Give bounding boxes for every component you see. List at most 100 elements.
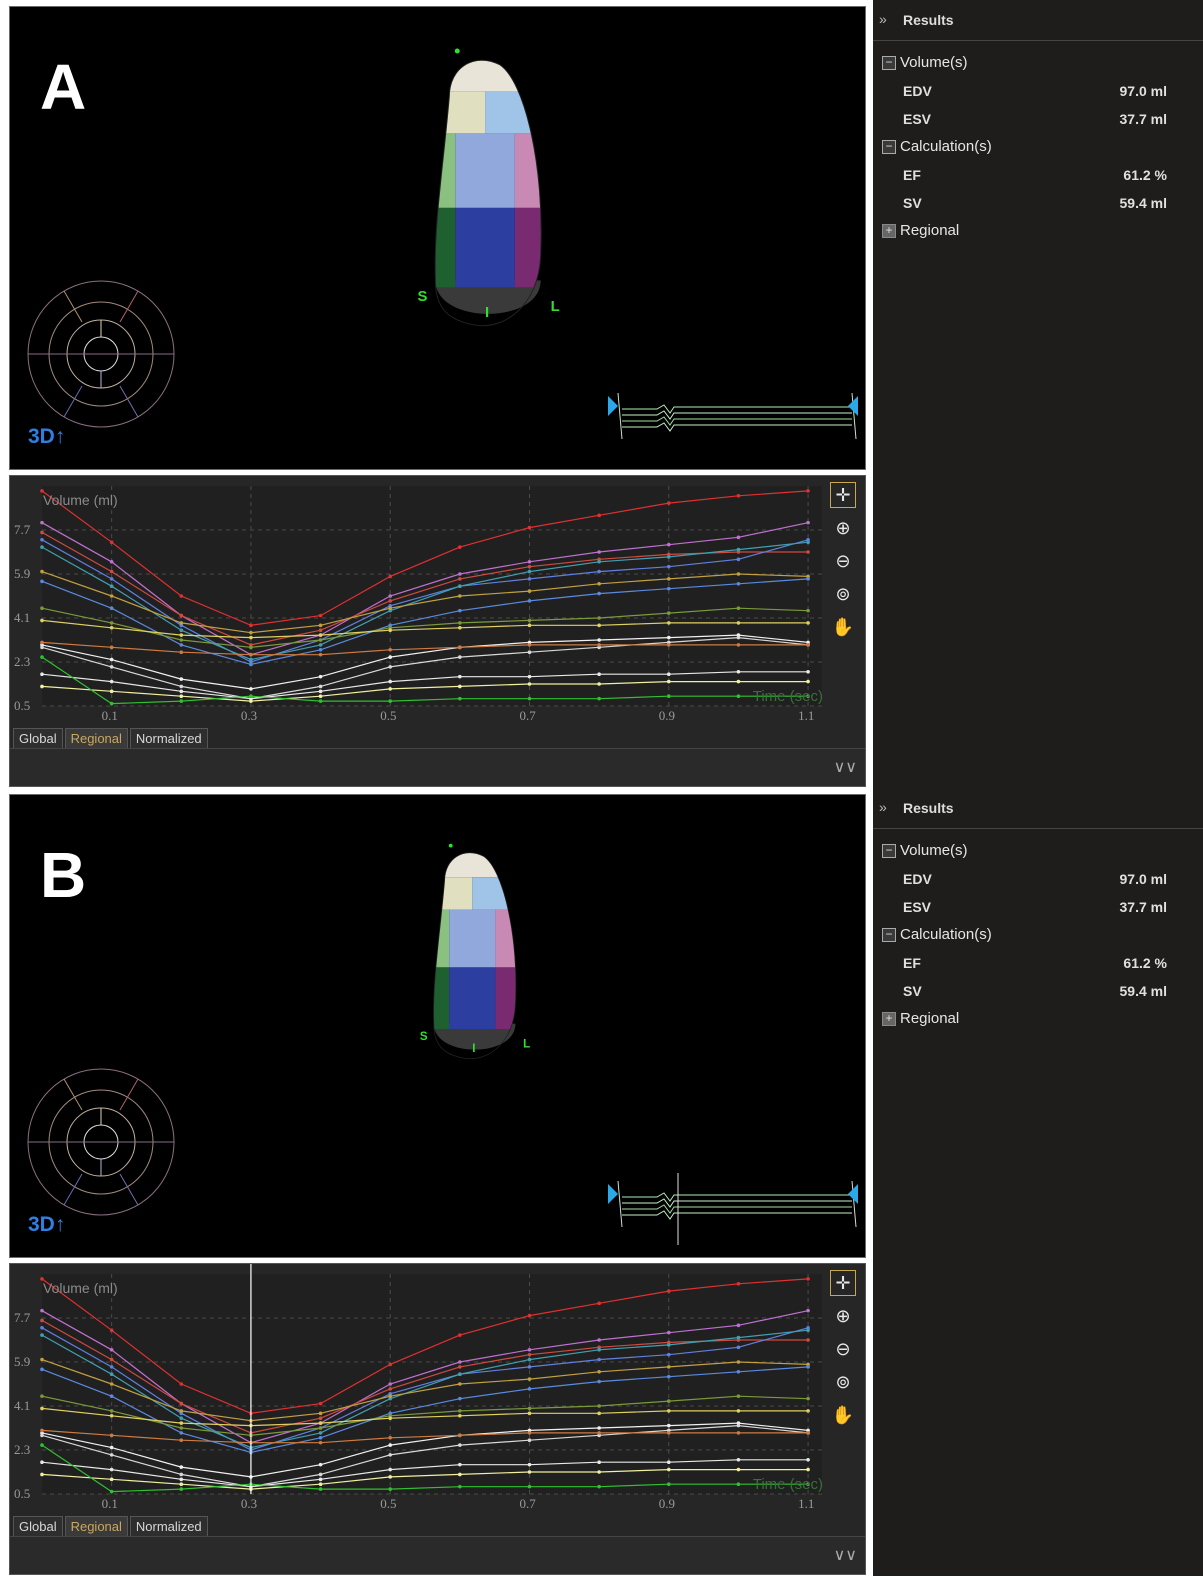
- expand-plus-icon[interactable]: +: [882, 1012, 896, 1026]
- bullseye-plot[interactable]: [26, 1067, 186, 1217]
- tab-normalized[interactable]: Normalized: [129, 728, 208, 749]
- x-tick-label: 0.3: [240, 708, 258, 723]
- 3d-orientation-label[interactable]: 3D↑: [28, 425, 66, 448]
- collapse-minus-icon[interactable]: −: [882, 844, 896, 858]
- volume-series-line[interactable]: [41, 656, 809, 705]
- results-header[interactable]: » Results: [873, 0, 1203, 41]
- volume-data-point: [318, 652, 323, 657]
- tab-global[interactable]: Global: [13, 728, 63, 749]
- volume-series-line[interactable]: [41, 1469, 809, 1490]
- calculations-section[interactable]: − Calculation(s): [873, 921, 1203, 949]
- zoom-reset-icon[interactable]: ⊚: [835, 583, 851, 605]
- volume-series-line[interactable]: [41, 1278, 809, 1414]
- left-ventricle-model[interactable]: S I L: [410, 841, 550, 1066]
- volume-series-line[interactable]: [41, 1329, 809, 1449]
- collapse-minus-icon[interactable]: −: [882, 56, 896, 70]
- volume-series-line[interactable]: [41, 1310, 809, 1444]
- volume-series-line[interactable]: [41, 531, 809, 646]
- pan-hand-icon[interactable]: ✋: [831, 1404, 855, 1426]
- ecg-end-marker[interactable]: [848, 396, 858, 416]
- volume-data-point: [388, 1467, 393, 1472]
- collapse-minus-icon[interactable]: −: [882, 928, 896, 942]
- volume-data-point: [40, 618, 44, 623]
- collapse-chevron-icon[interactable]: »: [879, 799, 887, 815]
- volume-series-line[interactable]: [41, 522, 809, 656]
- volume-series-line[interactable]: [41, 490, 809, 626]
- volumes-section[interactable]: − Volume(s): [873, 49, 1203, 77]
- volume-data-point: [597, 569, 601, 574]
- zoom-in-icon[interactable]: ⊕: [835, 1305, 851, 1327]
- zoom-out-icon[interactable]: ⊖: [835, 1338, 851, 1360]
- volume-series-line[interactable]: [41, 641, 809, 656]
- volume-series-line[interactable]: [41, 1422, 809, 1478]
- expand-chevron-icon[interactable]: ∨∨: [833, 757, 857, 776]
- expand-plus-icon[interactable]: +: [882, 224, 896, 238]
- left-ventricle-model[interactable]: S I L: [405, 45, 585, 335]
- volume-series-line[interactable]: [41, 1319, 809, 1434]
- volume-series-line[interactable]: [41, 1444, 809, 1493]
- ecg-end-marker[interactable]: [848, 1184, 858, 1204]
- volume-series-line[interactable]: [41, 1359, 809, 1422]
- crosshair-icon[interactable]: ✛: [830, 1270, 856, 1296]
- volume-data-point: [666, 586, 671, 591]
- pan-hand-icon[interactable]: ✋: [831, 616, 855, 638]
- volume-data-point: [597, 1347, 601, 1352]
- volume-series-line[interactable]: [41, 1429, 809, 1444]
- ecg-trace[interactable]: [602, 1167, 864, 1247]
- volume-series-line[interactable]: [41, 571, 809, 634]
- volume-series-line[interactable]: [41, 578, 809, 666]
- zoom-in-icon[interactable]: ⊕: [835, 517, 851, 539]
- result-row-sv: SV 59.4 ml: [873, 189, 1203, 217]
- volume-series-line[interactable]: [41, 541, 809, 661]
- volume-data-point: [597, 623, 601, 628]
- volume-data-point: [806, 1338, 810, 1342]
- ecg-start-marker[interactable]: [608, 1184, 618, 1204]
- volume-series-line[interactable]: [41, 636, 809, 700]
- volume-data-point: [249, 630, 253, 635]
- results-header[interactable]: » Results: [873, 788, 1203, 829]
- volume-time-chart[interactable]: [10, 476, 865, 748]
- crosshair-icon[interactable]: ✛: [830, 482, 856, 508]
- 3d-viewer[interactable]: A: [9, 6, 866, 470]
- volume-series-line[interactable]: [41, 671, 809, 700]
- 3d-viewer[interactable]: B: [9, 794, 866, 1258]
- volume-data-point: [388, 1453, 393, 1457]
- volume-data-point: [249, 635, 253, 640]
- tab-regional[interactable]: Regional: [64, 1516, 128, 1537]
- volume-series-line[interactable]: [41, 634, 809, 690]
- orientation-label-s: S: [420, 1031, 428, 1043]
- expand-chevron-icon[interactable]: ∨∨: [833, 1545, 857, 1564]
- collapse-chevron-icon[interactable]: »: [879, 11, 887, 27]
- volume-series-line[interactable]: [41, 539, 809, 663]
- volume-time-chart[interactable]: [10, 1264, 865, 1536]
- collapse-minus-icon[interactable]: −: [882, 140, 896, 154]
- volume-data-point: [597, 682, 601, 686]
- volume-series-line[interactable]: [41, 607, 809, 648]
- volumes-section[interactable]: − Volume(s): [873, 837, 1203, 865]
- volume-series-line[interactable]: [41, 619, 809, 639]
- volume-series-line[interactable]: [41, 1395, 809, 1436]
- ecg-trace[interactable]: [602, 379, 864, 459]
- volume-series-line[interactable]: [41, 681, 809, 702]
- regional-section[interactable]: + Regional: [873, 1005, 1203, 1033]
- volume-series-line[interactable]: [41, 1366, 809, 1454]
- regional-section[interactable]: + Regional: [873, 217, 1203, 245]
- tab-normalized[interactable]: Normalized: [129, 1516, 208, 1537]
- tab-regional[interactable]: Regional: [64, 728, 128, 749]
- y-tick-label: 0.5: [14, 698, 31, 713]
- volume-data-point: [458, 1462, 462, 1467]
- volume-data-point: [388, 1394, 393, 1399]
- volume-series-line[interactable]: [41, 1459, 809, 1488]
- tab-global[interactable]: Global: [13, 1516, 63, 1537]
- 3d-orientation-label[interactable]: 3D↑: [28, 1213, 66, 1236]
- volume-series-line[interactable]: [41, 1407, 809, 1427]
- volume-series-line[interactable]: [41, 1424, 809, 1488]
- results-panel: » Results − Volume(s) EDV 97.0 ml ESV 37…: [873, 0, 1203, 788]
- bullseye-plot[interactable]: [26, 279, 186, 429]
- calculations-section[interactable]: − Calculation(s): [873, 133, 1203, 161]
- zoom-out-icon[interactable]: ⊖: [835, 550, 851, 572]
- volume-series-line[interactable]: [41, 1327, 809, 1451]
- volume-data-point: [527, 1347, 532, 1352]
- ecg-start-marker[interactable]: [608, 396, 618, 416]
- zoom-reset-icon[interactable]: ⊚: [835, 1371, 851, 1393]
